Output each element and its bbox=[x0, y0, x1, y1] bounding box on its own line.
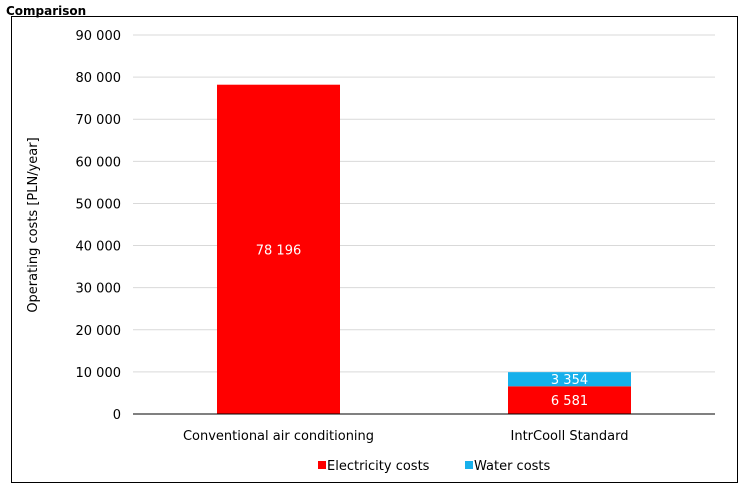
bar-segment bbox=[217, 84, 340, 415]
y-tick-label: 60 000 bbox=[76, 155, 122, 170]
legend-swatch bbox=[318, 461, 326, 469]
bar-data-label: 78 196 bbox=[256, 243, 302, 258]
y-tick-label: 90 000 bbox=[76, 29, 122, 44]
y-tick-label: 50 000 bbox=[76, 197, 122, 212]
y-tick-label: 70 000 bbox=[76, 113, 122, 128]
y-tick-label: 30 000 bbox=[76, 282, 122, 297]
legend-swatch bbox=[465, 461, 473, 469]
x-category-labels: Conventional air conditioning IntrCooll S… bbox=[183, 429, 629, 444]
bar-segment bbox=[508, 386, 631, 414]
y-tick-label: 20 000 bbox=[76, 324, 122, 339]
y-tick-label: 40 000 bbox=[76, 240, 122, 255]
legend-label: Electricity costs bbox=[327, 459, 430, 474]
y-tick-label: 0 bbox=[113, 408, 121, 423]
bars: 78 196 6 581 3 354 bbox=[217, 84, 631, 415]
legend-label: Water costs bbox=[474, 459, 551, 474]
chart-heading: Comparison bbox=[6, 4, 87, 18]
x-category-label: IntrCooll Standard bbox=[511, 429, 629, 444]
chart-frame bbox=[11, 16, 738, 483]
bar-segment bbox=[508, 372, 631, 387]
bar-data-label: 6 581 bbox=[551, 394, 588, 409]
y-tick-labels: 0 10 000 20 000 30 000 40 000 50 000 60 000 70 … bbox=[76, 29, 122, 423]
y-tick-label: 80 000 bbox=[76, 71, 122, 86]
x-category-label: Conventional air conditioning bbox=[183, 429, 374, 444]
legend: Electricity costs Water costs bbox=[318, 459, 551, 474]
y-tick-label: 10 000 bbox=[76, 366, 122, 381]
y-axis-title: Operating costs [PLN/year] bbox=[26, 137, 41, 312]
bar-data-label: 3 354 bbox=[551, 373, 588, 388]
